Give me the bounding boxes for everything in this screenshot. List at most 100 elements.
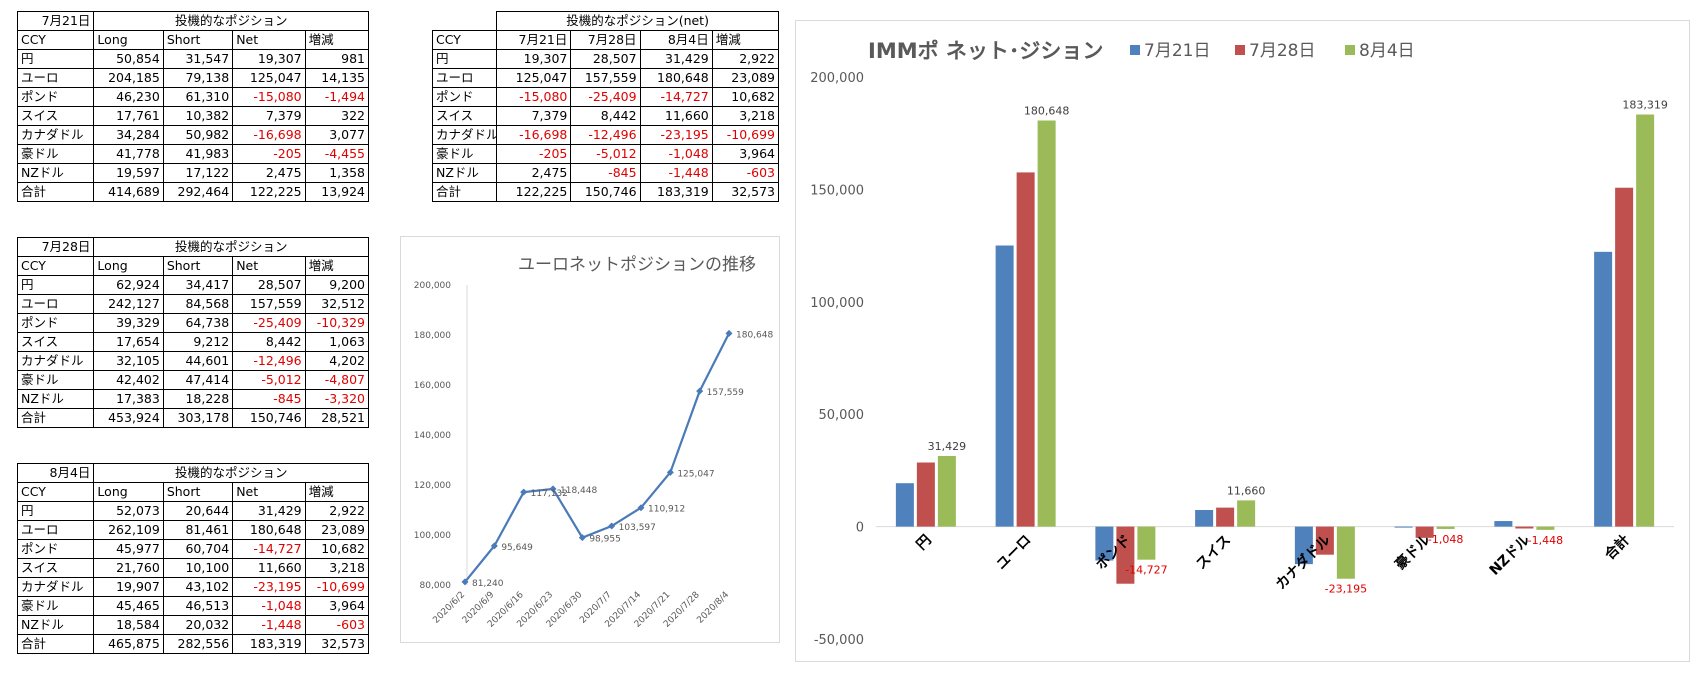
column-header: 7月28日 [570, 30, 641, 50]
bar [1436, 526, 1455, 529]
column-header: 増減 [711, 30, 780, 50]
value-cell: 183,319 [232, 634, 306, 654]
value-cell: -1,448 [232, 615, 306, 635]
value-cell: 465,875 [93, 634, 164, 654]
value-cell: -16,698 [232, 125, 306, 145]
value-cell: -10,699 [711, 125, 780, 145]
table-jul28: 7月28日 投機的なポジション CCY Long Short Net 増減円 62,924 34… [16, 237, 370, 428]
currency-cell: 合計 [431, 182, 498, 202]
table-row: カナダドル -16,698 -12,496 -23,195 -10,699 [431, 125, 780, 145]
value-cell: 81,461 [162, 520, 234, 540]
bar [1216, 507, 1235, 527]
table-row: 合計 453,924 303,178 150,746 28,521 [16, 408, 370, 428]
table-row: 円 52,073 20,644 31,429 2,922 [16, 501, 370, 521]
data-point [520, 488, 528, 496]
table-header-row: CCY Long Short Net 増減 [16, 30, 370, 50]
data-label: 180,648 [1024, 105, 1070, 118]
table-title-row: 8月4日 投機的なポジション [16, 463, 369, 483]
table-row: 豪ドル -205 -5,012 -1,048 3,964 [431, 144, 780, 164]
value-cell: 23,089 [304, 520, 370, 540]
bar [1394, 526, 1413, 528]
table-title: 投機的なポジション [93, 463, 369, 483]
currency-cell: ユーロ [16, 520, 95, 540]
value-cell: -14,727 [639, 87, 713, 107]
value-cell: -23,195 [639, 125, 713, 145]
data-label: 110,912 [648, 505, 685, 515]
bar [1415, 526, 1434, 538]
table-row: 豪ドル 45,465 46,513 -1,048 3,964 [16, 596, 370, 616]
value-cell: 32,105 [93, 351, 164, 371]
data-label: -23,195 [1325, 583, 1367, 596]
value-cell: 17,122 [162, 163, 234, 183]
value-cell: -14,727 [232, 539, 306, 559]
y-tick-label: 80,000 [420, 581, 452, 591]
value-cell: 46,513 [162, 596, 234, 616]
value-cell: -4,807 [304, 370, 370, 390]
value-cell: 2,475 [232, 163, 306, 183]
value-cell: 1,063 [304, 332, 370, 352]
value-cell: 10,682 [304, 539, 370, 559]
value-cell: -10,329 [304, 313, 370, 333]
value-cell: 10,682 [711, 87, 780, 107]
table-title: 投機的なポジション [93, 237, 369, 257]
column-header: Net [232, 30, 306, 50]
table-date: 7月21日 [16, 11, 95, 31]
table-row: 円 19,307 28,507 31,429 2,922 [431, 49, 780, 69]
bar [995, 245, 1014, 527]
table-row: NZドル 18,584 20,032 -1,448 -603 [16, 615, 370, 635]
bar [1515, 526, 1534, 529]
currency-cell: 円 [16, 501, 95, 521]
value-cell: 292,464 [162, 182, 234, 202]
table-row: スイス 17,654 9,212 8,442 1,063 [16, 332, 370, 352]
table-row: 合計 465,875 282,556 183,319 32,573 [16, 634, 370, 654]
currency-cell: 豪ドル [16, 144, 95, 164]
y-tick-label: 140,000 [414, 431, 451, 441]
column-header: Short [162, 256, 234, 276]
value-cell: 20,032 [162, 615, 234, 635]
y-tick-label: -50,000 [814, 633, 864, 648]
value-cell: 157,559 [570, 68, 641, 88]
value-cell: 19,307 [232, 49, 306, 69]
table-row: NZドル 19,597 17,122 2,475 1,358 [16, 163, 370, 183]
value-cell: -1,494 [304, 87, 370, 107]
value-cell: 204,185 [93, 68, 164, 88]
value-cell: 41,778 [93, 144, 164, 164]
value-cell: 8,442 [570, 106, 641, 126]
euro-line-chart: ユーロネットポジションの推移 80,000 100,000 120,000 140,00… [400, 236, 780, 643]
value-cell: 150,746 [232, 408, 306, 428]
y-tick-label: 50,000 [819, 408, 865, 423]
currency-cell: NZドル [431, 163, 498, 183]
data-point [725, 329, 733, 337]
value-cell: 10,100 [162, 558, 234, 578]
data-point [608, 522, 616, 530]
bar [916, 462, 935, 527]
value-cell: 31,547 [162, 49, 234, 69]
data-point [549, 485, 557, 493]
currency-cell: ユーロ [431, 68, 498, 88]
y-tick-label: 120,000 [414, 481, 451, 491]
bar [1237, 500, 1256, 527]
data-point [696, 387, 704, 395]
data-label: 98,955 [589, 535, 621, 545]
table-row: ユーロ 125,047 157,559 180,648 23,089 [431, 68, 780, 88]
bar [1636, 114, 1655, 527]
value-cell: 242,127 [93, 294, 164, 314]
value-cell: 52,073 [93, 501, 164, 521]
table-date: 8月4日 [16, 463, 95, 483]
table-row: 円 50,854 31,547 19,307 981 [16, 49, 370, 69]
currency-cell: NZドル [16, 163, 95, 183]
imm-bar-chart-svg: IMMポ ネット･ジション 7月21日 7月28日 8月4日 -50,000 0 50,00… [810, 39, 1674, 648]
table-row: 豪ドル 41,778 41,983 -205 -4,455 [16, 144, 370, 164]
value-cell: 34,284 [93, 125, 164, 145]
data-point [666, 468, 674, 476]
currency-cell: 合計 [16, 634, 95, 654]
currency-cell: スイス [16, 558, 95, 578]
value-cell: 46,230 [93, 87, 164, 107]
value-cell: -15,080 [496, 87, 572, 107]
table-title-row: 7月21日 投機的なポジション [16, 11, 369, 31]
data-label: 125,047 [677, 469, 714, 479]
value-cell: 32,573 [711, 182, 780, 202]
euro-net-line [464, 332, 730, 583]
bar [895, 483, 914, 527]
data-label: 31,429 [928, 440, 967, 453]
